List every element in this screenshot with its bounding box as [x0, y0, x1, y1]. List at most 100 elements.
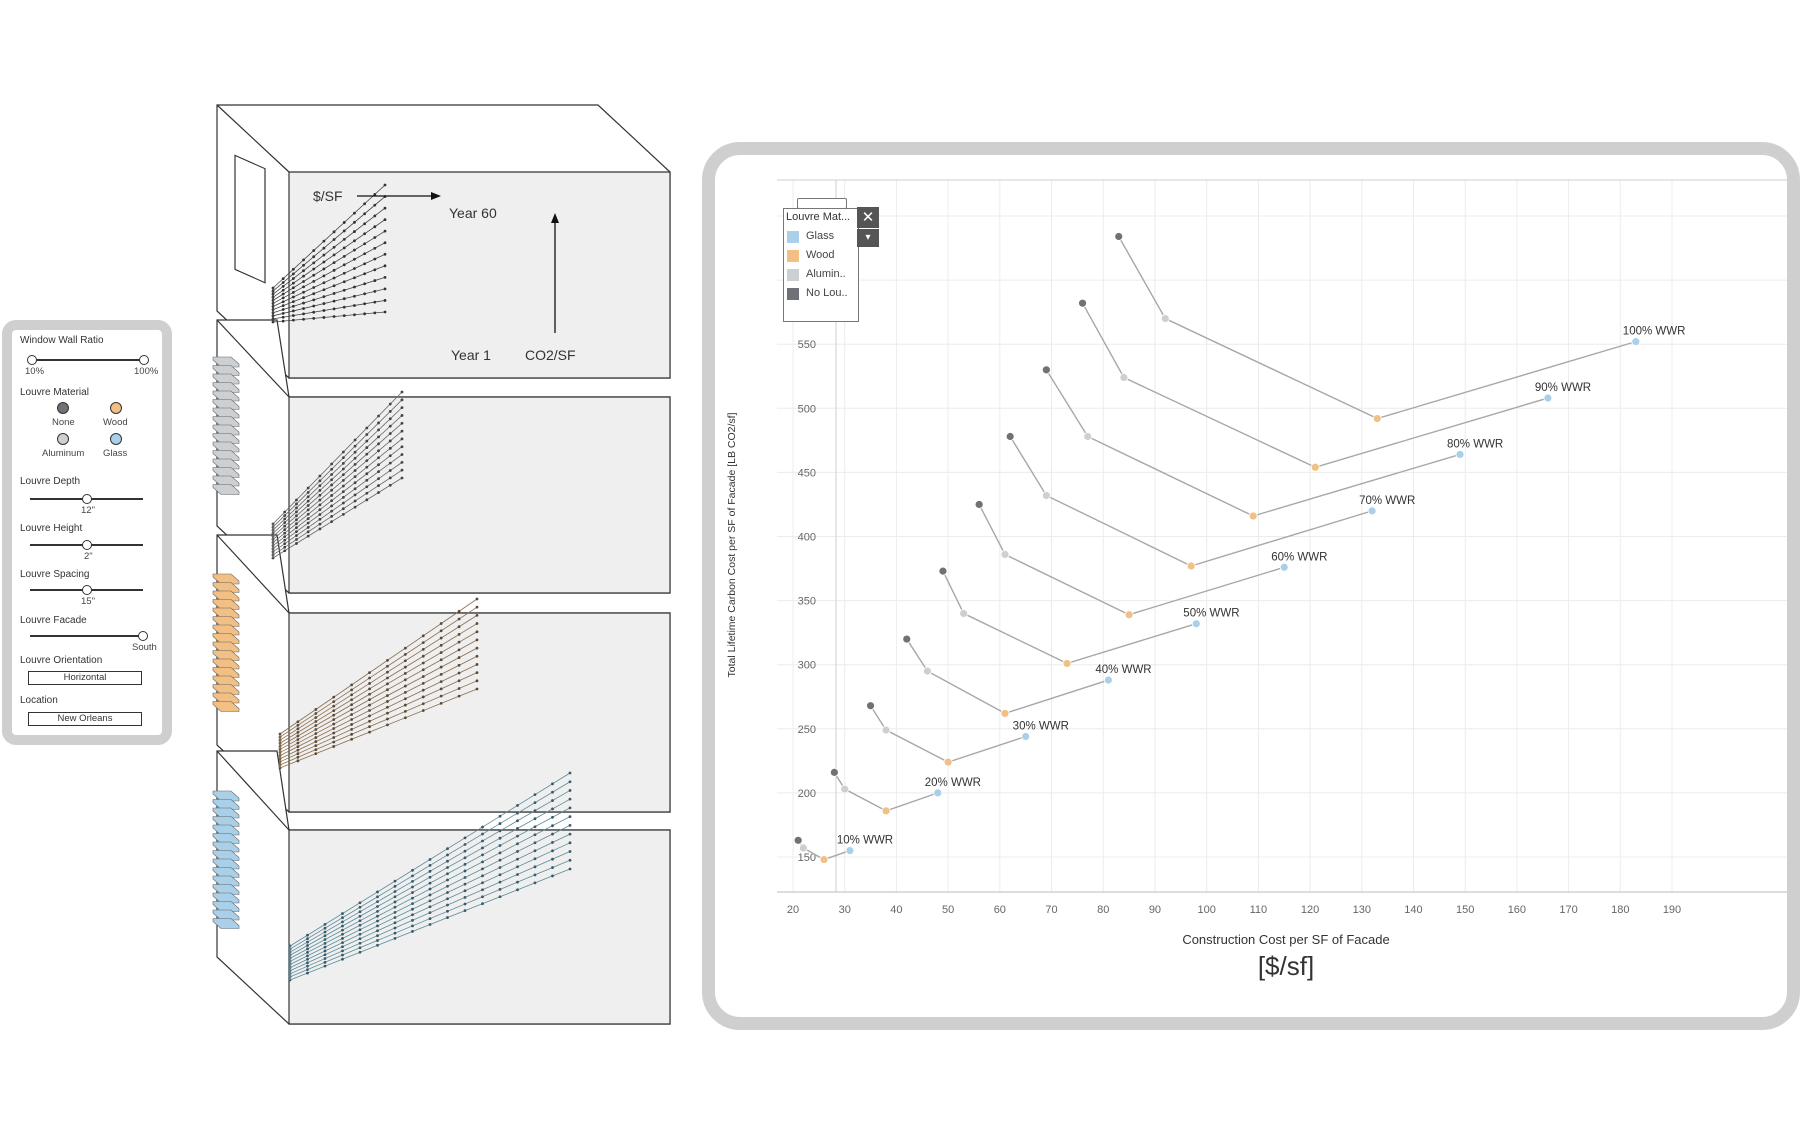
carbon-axis-label: CO2/SF — [525, 347, 576, 363]
fan-dot — [439, 665, 443, 669]
fan-dot — [376, 943, 379, 947]
material-glass-swatch[interactable] — [110, 433, 122, 445]
fan-dot — [403, 716, 407, 720]
fan-dot — [388, 439, 392, 443]
height-knob[interactable] — [81, 540, 92, 550]
louvre-slat — [212, 616, 240, 627]
fan-dot — [350, 723, 354, 726]
fan-dot — [291, 314, 295, 317]
fan-dot — [457, 671, 461, 675]
data-point — [1186, 561, 1196, 571]
data-point — [1191, 619, 1201, 629]
fan-dot — [291, 267, 295, 271]
fan-dot — [341, 945, 344, 949]
legend-close-icon[interactable]: ✕ — [857, 207, 879, 228]
data-point — [902, 634, 912, 644]
fan-dot — [365, 459, 369, 463]
wwr-slider-track[interactable] — [30, 359, 143, 361]
fan-dot — [341, 484, 345, 488]
fan-dot — [330, 488, 334, 492]
fan-dot — [377, 463, 380, 467]
material-wood-swatch[interactable] — [110, 402, 122, 414]
legend-menu-chevron-icon[interactable]: ▾ — [857, 229, 879, 247]
data-point — [943, 757, 953, 767]
orientation-select[interactable]: Horizontal — [28, 671, 142, 685]
fan-dot — [400, 460, 404, 464]
fan-dot — [428, 864, 432, 867]
fan-dot — [341, 924, 344, 928]
fan-dot — [341, 916, 344, 920]
fan-dot — [568, 789, 572, 792]
fan-dot — [323, 964, 327, 968]
louvre-slat — [212, 692, 240, 704]
fan-dot — [283, 510, 287, 514]
facade-knob[interactable] — [138, 631, 148, 641]
fan-dot — [353, 499, 357, 503]
data-point — [819, 855, 829, 864]
fan-dot — [446, 916, 449, 919]
fan-dot — [341, 941, 344, 944]
wwr-max-knob[interactable] — [139, 355, 149, 365]
fan-dot — [386, 717, 389, 721]
fan-dot — [393, 884, 397, 888]
x-tick-label: 70 — [1045, 904, 1057, 916]
fan-dot — [363, 302, 367, 306]
fan-line — [272, 196, 386, 292]
fan-line — [272, 469, 403, 556]
fan-dot — [341, 953, 344, 957]
fan-dot — [291, 277, 295, 280]
material-wood-label: Wood — [103, 417, 128, 428]
fan-dot — [475, 654, 479, 658]
fan-dot — [368, 730, 371, 734]
louvre-slat — [212, 650, 240, 661]
fan-dot — [377, 428, 380, 432]
fan-dot — [342, 263, 346, 267]
spacing-knob[interactable] — [81, 585, 92, 595]
series-line — [1009, 436, 1373, 567]
fan-dot — [365, 485, 369, 489]
fan-dot — [383, 299, 387, 302]
legend-item-label: No Lou.. — [806, 287, 848, 299]
fan-dot — [457, 679, 461, 683]
louvre-slat — [212, 582, 240, 593]
fan-dot — [312, 304, 316, 308]
fan-dot — [332, 745, 336, 748]
facade-slider-track[interactable] — [30, 635, 143, 637]
chart-frame — [702, 142, 1800, 1030]
y-tick-label: 500 — [798, 403, 816, 415]
fan-dot — [400, 429, 404, 433]
fan-dot — [363, 282, 367, 286]
fan-dot — [411, 880, 414, 883]
fan-dot — [283, 549, 287, 553]
x-tick-label: 140 — [1404, 904, 1422, 916]
fan-dot — [365, 491, 369, 495]
louvre-slat — [212, 658, 240, 670]
fan-dot — [516, 888, 519, 892]
material-aluminum-swatch[interactable] — [57, 433, 69, 445]
location-select[interactable]: New Orleans — [28, 712, 142, 726]
fan-dot — [306, 534, 310, 538]
fan-dot — [386, 705, 389, 709]
depth-value: 12" — [81, 505, 95, 516]
facade-value: South — [132, 642, 157, 653]
fan-dot — [330, 494, 334, 497]
series-label: 50% WWR — [1183, 608, 1239, 620]
fan-dot — [393, 900, 397, 904]
wwr-min-knob[interactable] — [27, 355, 37, 365]
fan-dot — [376, 914, 379, 918]
fan-dot — [373, 279, 377, 282]
fan-dot — [475, 597, 479, 601]
depth-knob[interactable] — [81, 494, 92, 504]
fan-dot — [330, 462, 334, 466]
fan-line — [279, 639, 478, 750]
fan-dot — [368, 692, 371, 696]
fan-dot — [481, 832, 484, 836]
fan-dot — [568, 771, 572, 775]
data-point — [1248, 511, 1258, 521]
fan-dot — [323, 953, 327, 957]
louvre-slat — [212, 641, 240, 653]
fan-dot — [383, 229, 387, 233]
fan-dot — [363, 262, 367, 266]
louvre-slat — [212, 884, 240, 895]
material-none-swatch[interactable] — [57, 402, 69, 414]
